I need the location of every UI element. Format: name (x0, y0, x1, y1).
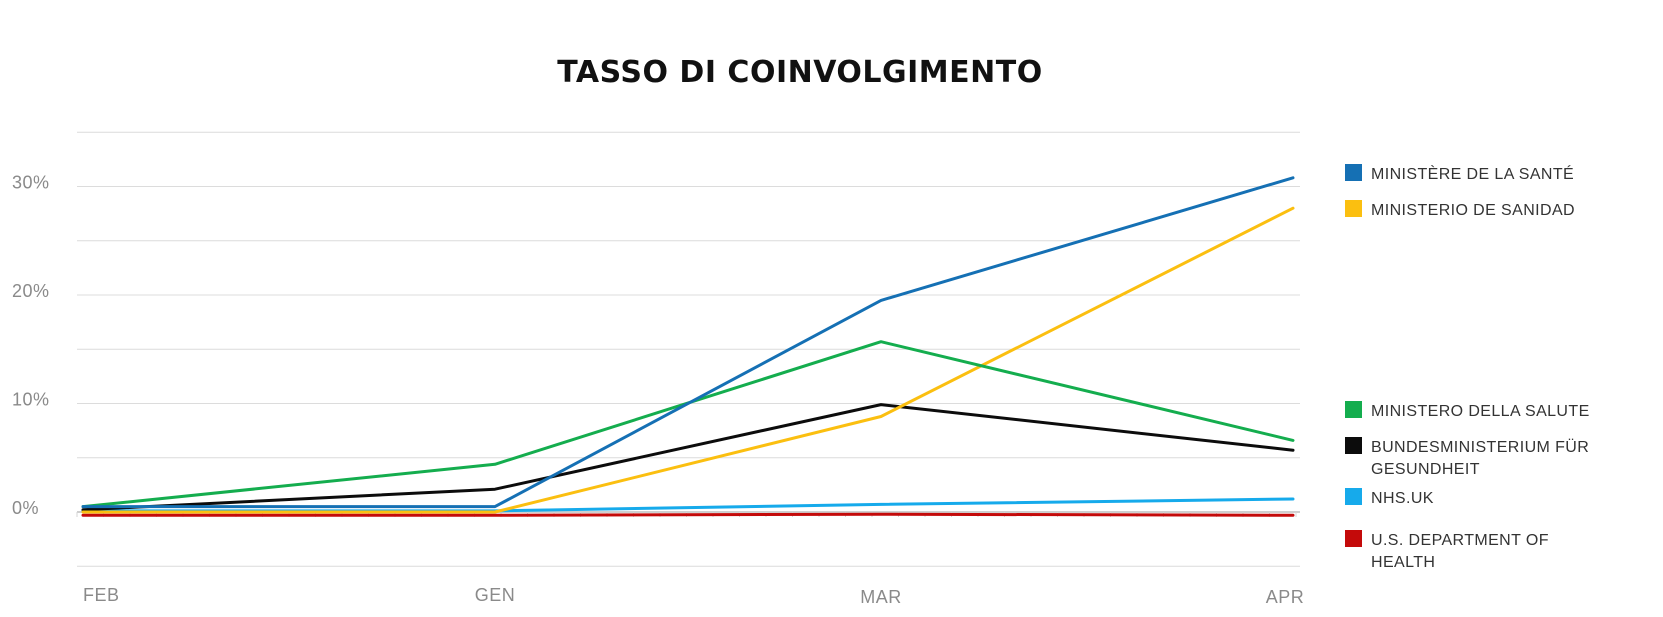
legend-label: BUNDESMINISTERIUM FÜR GESUNDHEIT (1371, 438, 1589, 478)
series-lines (81, 176, 1295, 517)
y-tick-label: 30% (12, 173, 50, 193)
legend-label: MINISTERIO DE SANIDAD (1371, 202, 1575, 219)
y-axis-ticks: 0% 10% 20% 30% (12, 173, 50, 519)
legend-item: MINISTERO DELLA SALUTE (1345, 401, 1590, 420)
x-axis-ticks: FEB GEN MAR APR (83, 585, 1304, 607)
legend-swatch (1345, 200, 1362, 217)
legend: MINISTÈRE DE LA SANTÉ MINISTERIO DE SANID… (1345, 164, 1590, 571)
y-tick-label: 10% (12, 390, 50, 410)
x-tick-label: GEN (475, 585, 516, 605)
y-tick-label: 20% (12, 281, 50, 301)
legend-swatch (1345, 437, 1362, 454)
legend-item: MINISTÈRE DE LA SANTÉ (1345, 164, 1574, 183)
legend-item: BUNDESMINISTERIUM FÜR GESUNDHEIT (1345, 437, 1589, 478)
chart-title: TASSO DI COINVOLGIMENTO (557, 55, 1042, 90)
legend-swatch (1345, 401, 1362, 418)
y-tick-label: 0% (12, 498, 39, 518)
legend-swatch (1345, 164, 1362, 181)
x-tick-label: FEB (83, 585, 120, 605)
legend-item: MINISTERIO DE SANIDAD (1345, 200, 1575, 219)
legend-swatch (1345, 488, 1362, 505)
series-line (81, 176, 1295, 509)
legend-label: MINISTÈRE DE LA SANTÉ (1371, 164, 1574, 183)
series-line (81, 512, 1295, 517)
series-line (81, 403, 1295, 512)
legend-label: U.S. DEPARTMENT OF HEALTH (1371, 532, 1549, 571)
legend-item: U.S. DEPARTMENT OF HEALTH (1345, 530, 1549, 571)
x-tick-label: APR (1266, 587, 1305, 607)
x-tick-label: MAR (860, 587, 902, 607)
legend-label: MINISTERO DELLA SALUTE (1371, 403, 1590, 420)
legend-item: NHS.UK (1345, 488, 1434, 507)
legend-swatch (1345, 530, 1362, 547)
series-line (81, 340, 1295, 509)
legend-label: NHS.UK (1371, 490, 1434, 507)
series-line (81, 206, 1295, 514)
